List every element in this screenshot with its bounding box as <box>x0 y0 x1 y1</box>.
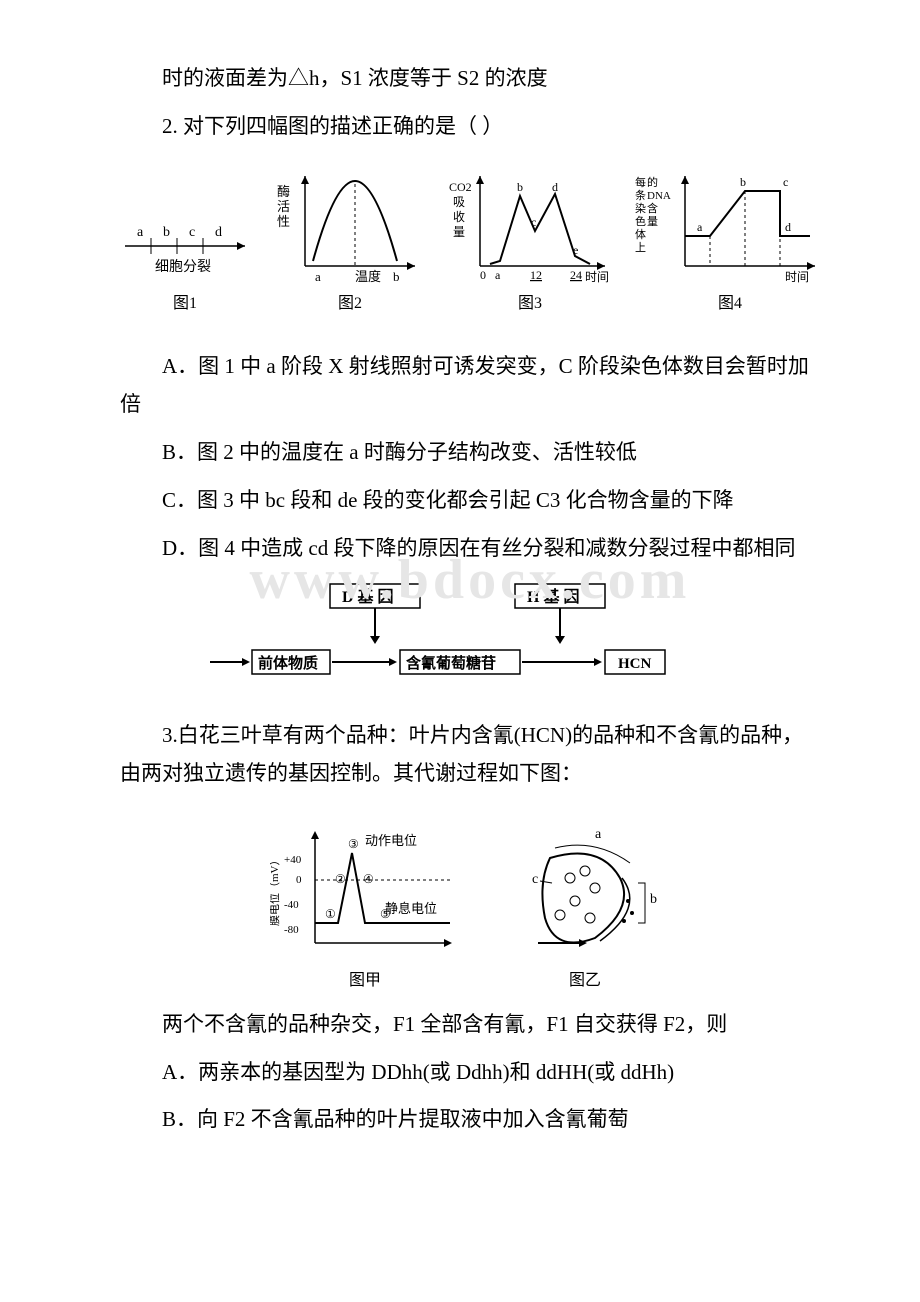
svg-text:b: b <box>393 269 400 284</box>
q3-stem: 3.白花三叶草有两个品种：叶片内含氰(HCN)的品种和不含氰的品种，由两对独立遗… <box>120 717 820 793</box>
q3-optA: A．两亲本的基因型为 DDhh(或 Ddhh)和 ddHH(或 ddHh) <box>120 1054 820 1092</box>
svg-text:时间: 时间 <box>585 270 609 284</box>
svg-text:量: 量 <box>453 225 465 239</box>
q2-fig4-svg: a b c d 每 的 条 DNA 染 含 色 量 体 上 时间 <box>635 166 825 286</box>
svg-text:上: 上 <box>635 241 646 254</box>
intro-line: 时的液面差为△h，S1 浓度等于 S2 的浓度 <box>120 60 820 98</box>
q2-fig1: a b c d 细胞分裂 图1 <box>115 196 255 319</box>
q2-optD: D．图 4 中造成 cd 段下降的原因在有丝分裂和减数分裂过程中都相同 <box>120 530 820 568</box>
svg-text:③: ③ <box>348 837 359 851</box>
svg-text:含: 含 <box>647 201 658 215</box>
svg-text:D 基 因: D 基 因 <box>342 587 394 606</box>
svg-text:每: 每 <box>635 175 646 189</box>
q3-figB-svg: a b c <box>500 823 670 963</box>
svg-text:d: d <box>785 220 791 234</box>
svg-text:酶: 酶 <box>277 184 290 199</box>
svg-text:④: ④ <box>363 872 374 886</box>
q3-figA-caption: 图甲 <box>349 967 381 996</box>
flow-diagram: D 基 因 H 基 因 前体物质 含氰葡萄糖苷 <box>120 582 820 692</box>
svg-text:b: b <box>740 175 746 189</box>
svg-text:量: 量 <box>647 215 658 228</box>
q3-figB-caption: 图乙 <box>569 967 601 996</box>
q2-fig3-caption: 图3 <box>518 290 542 319</box>
q2-fig2-svg: 酶 活 性 a 温度 b <box>275 166 425 286</box>
svg-text:24: 24 <box>570 268 582 282</box>
svg-text:12: 12 <box>530 268 542 282</box>
svg-text:DNA: DNA <box>647 190 671 202</box>
q3-after: 两个不含氰的品种杂交，F1 全部含有氰，F1 自交获得 F2，则 <box>120 1006 820 1044</box>
q2-fig4: a b c d 每 的 条 DNA 染 含 色 量 体 上 时间 图4 <box>635 166 825 319</box>
svg-text:d: d <box>215 225 222 240</box>
svg-text:a: a <box>697 220 703 234</box>
q3-figA-svg: +40 0 -40 -80 膜电位（mV） ① ② ③ ④ ⑤ 动作电位 静息电… <box>270 823 460 963</box>
svg-text:色: 色 <box>635 214 646 228</box>
svg-text:b: b <box>517 180 523 194</box>
q3-figB: a b c 图乙 <box>500 823 670 996</box>
q2-fig2: 酶 活 性 a 温度 b 图2 <box>275 166 425 319</box>
svg-text:动作电位: 动作电位 <box>365 833 417 848</box>
flow-svg: D 基 因 H 基 因 前体物质 含氰葡萄糖苷 <box>200 582 740 692</box>
q2-fig1-caption: 图1 <box>173 290 197 319</box>
svg-text:①: ① <box>325 907 336 921</box>
svg-text:H 基 因: H 基 因 <box>527 587 579 606</box>
svg-text:染: 染 <box>635 201 646 215</box>
svg-text:前体物质: 前体物质 <box>258 654 318 672</box>
q3-figures-row: +40 0 -40 -80 膜电位（mV） ① ② ③ ④ ⑤ 动作电位 静息电… <box>120 823 820 996</box>
svg-text:性: 性 <box>277 214 290 229</box>
svg-text:0: 0 <box>480 268 486 282</box>
q2-stem: 2. 对下列四幅图的描述正确的是（ ） <box>120 108 820 146</box>
svg-text:CO2: CO2 <box>449 180 472 194</box>
svg-text:②: ② <box>335 872 346 886</box>
svg-text:温度: 温度 <box>355 269 381 284</box>
svg-text:-40: -40 <box>284 899 299 911</box>
svg-text:静息电位: 静息电位 <box>385 901 437 916</box>
svg-text:a: a <box>315 269 321 284</box>
svg-text:收: 收 <box>453 210 465 224</box>
q3-figA: +40 0 -40 -80 膜电位（mV） ① ② ③ ④ ⑤ 动作电位 静息电… <box>270 823 460 996</box>
q2-fig2-caption: 图2 <box>338 290 362 319</box>
svg-text:吸: 吸 <box>453 195 465 209</box>
svg-text:的: 的 <box>647 175 658 189</box>
svg-text:c: c <box>532 872 538 887</box>
q2-fig4-caption: 图4 <box>718 290 742 319</box>
svg-text:b: b <box>163 225 170 240</box>
q2-figures-row: a b c d 细胞分裂 图1 酶 活 性 a 温度 b 图2 <box>120 166 820 319</box>
svg-text:膜电位（mV）: 膜电位（mV） <box>270 854 281 926</box>
svg-text:a: a <box>137 225 144 240</box>
q2-optA: A．图 1 中 a 阶段 X 射线照射可诱发突变，C 阶段染色体数目会暂时加倍 <box>120 348 820 424</box>
q3-optB: B．向 F2 不含氰品种的叶片提取液中加入含氰葡萄 <box>120 1101 820 1139</box>
svg-text:条: 条 <box>635 188 646 202</box>
svg-text:时间: 时间 <box>785 270 809 284</box>
svg-text:细胞分裂: 细胞分裂 <box>155 259 211 275</box>
q2-optB: B．图 2 中的温度在 a 时酶分子结构改变、活性较低 <box>120 434 820 472</box>
svg-text:活: 活 <box>277 199 290 214</box>
svg-text:体: 体 <box>635 227 646 241</box>
q2-optC: C．图 3 中 bc 段和 de 段的变化都会引起 C3 化合物含量的下降 <box>120 482 820 520</box>
svg-text:含氰葡萄糖苷: 含氰葡萄糖苷 <box>406 654 496 672</box>
svg-text:a: a <box>595 827 602 842</box>
svg-text:d: d <box>552 180 558 194</box>
svg-text:HCN: HCN <box>618 656 652 672</box>
q2-fig3: CO2 吸 收 量 0 a b c d e 12 24 时间 图3 <box>445 166 615 319</box>
q2-fig3-svg: CO2 吸 收 量 0 a b c d e 12 24 时间 <box>445 166 615 286</box>
svg-text:c: c <box>189 225 195 240</box>
svg-text:b: b <box>650 892 657 907</box>
svg-text:0: 0 <box>296 874 302 886</box>
svg-text:+40: +40 <box>284 854 302 866</box>
svg-text:c: c <box>531 215 536 229</box>
svg-text:c: c <box>783 175 788 189</box>
svg-text:e: e <box>573 243 578 257</box>
svg-text:-80: -80 <box>284 924 299 936</box>
svg-text:a: a <box>495 268 501 282</box>
q2-fig1-svg: a b c d 细胞分裂 <box>115 196 255 286</box>
